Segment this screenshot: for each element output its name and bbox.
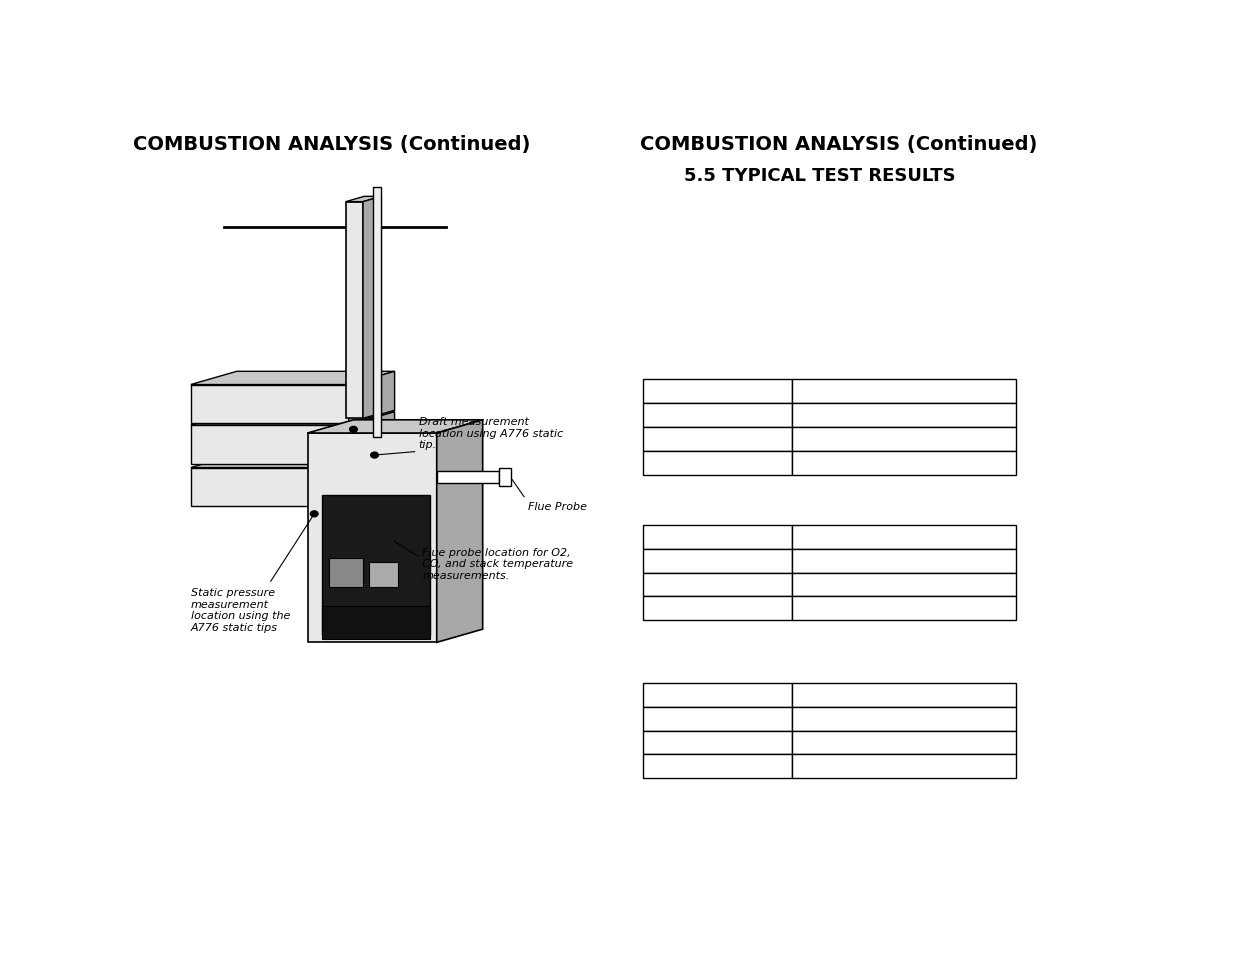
Circle shape xyxy=(310,512,319,517)
Bar xyxy=(792,731,1015,755)
Bar xyxy=(437,472,499,483)
Bar xyxy=(642,573,792,597)
Bar xyxy=(792,549,1015,573)
Polygon shape xyxy=(373,188,382,437)
Text: Flue Probe: Flue Probe xyxy=(527,501,587,511)
Bar xyxy=(642,380,792,404)
Polygon shape xyxy=(190,385,348,424)
Circle shape xyxy=(370,453,378,458)
Polygon shape xyxy=(322,496,430,636)
Bar xyxy=(642,452,792,476)
Polygon shape xyxy=(346,197,382,202)
Bar xyxy=(642,683,792,707)
Bar xyxy=(642,549,792,573)
Text: COMBUSTION ANALYSIS (Continued): COMBUSTION ANALYSIS (Continued) xyxy=(640,135,1037,153)
Polygon shape xyxy=(348,455,395,507)
Polygon shape xyxy=(346,202,363,419)
Polygon shape xyxy=(308,434,437,642)
Bar xyxy=(642,707,792,731)
Bar xyxy=(642,755,792,779)
Bar xyxy=(792,404,1015,428)
Bar xyxy=(792,597,1015,620)
Polygon shape xyxy=(348,413,395,464)
Circle shape xyxy=(350,427,357,433)
Bar xyxy=(792,380,1015,404)
Bar xyxy=(792,707,1015,731)
Bar xyxy=(642,404,792,428)
Bar xyxy=(642,525,792,549)
Polygon shape xyxy=(190,468,348,507)
Bar xyxy=(642,428,792,452)
Bar xyxy=(499,469,511,486)
Bar xyxy=(792,525,1015,549)
Bar xyxy=(792,452,1015,476)
Polygon shape xyxy=(308,420,483,434)
Text: Static pressure
measurement
location using the
A776 static tips: Static pressure measurement location usi… xyxy=(190,588,290,633)
Text: Flue probe location for O2,
CO, and stack temperature
measurements.: Flue probe location for O2, CO, and stac… xyxy=(422,547,573,580)
Polygon shape xyxy=(329,558,363,588)
Bar xyxy=(642,597,792,620)
Bar xyxy=(792,683,1015,707)
Bar xyxy=(792,755,1015,779)
Bar xyxy=(642,731,792,755)
Polygon shape xyxy=(190,455,395,468)
Polygon shape xyxy=(437,420,483,642)
Polygon shape xyxy=(190,413,395,425)
Bar xyxy=(792,428,1015,452)
Polygon shape xyxy=(190,425,348,464)
Polygon shape xyxy=(369,562,399,588)
Polygon shape xyxy=(190,372,395,385)
Text: 5.5 TYPICAL TEST RESULTS: 5.5 TYPICAL TEST RESULTS xyxy=(684,167,956,185)
Polygon shape xyxy=(363,197,382,419)
Text: Draft measurement
location using A776 static
tip.: Draft measurement location using A776 st… xyxy=(419,416,563,450)
Bar xyxy=(792,573,1015,597)
Polygon shape xyxy=(348,372,395,424)
Polygon shape xyxy=(322,606,430,639)
Text: COMBUSTION ANALYSIS (Continued): COMBUSTION ANALYSIS (Continued) xyxy=(132,135,530,153)
